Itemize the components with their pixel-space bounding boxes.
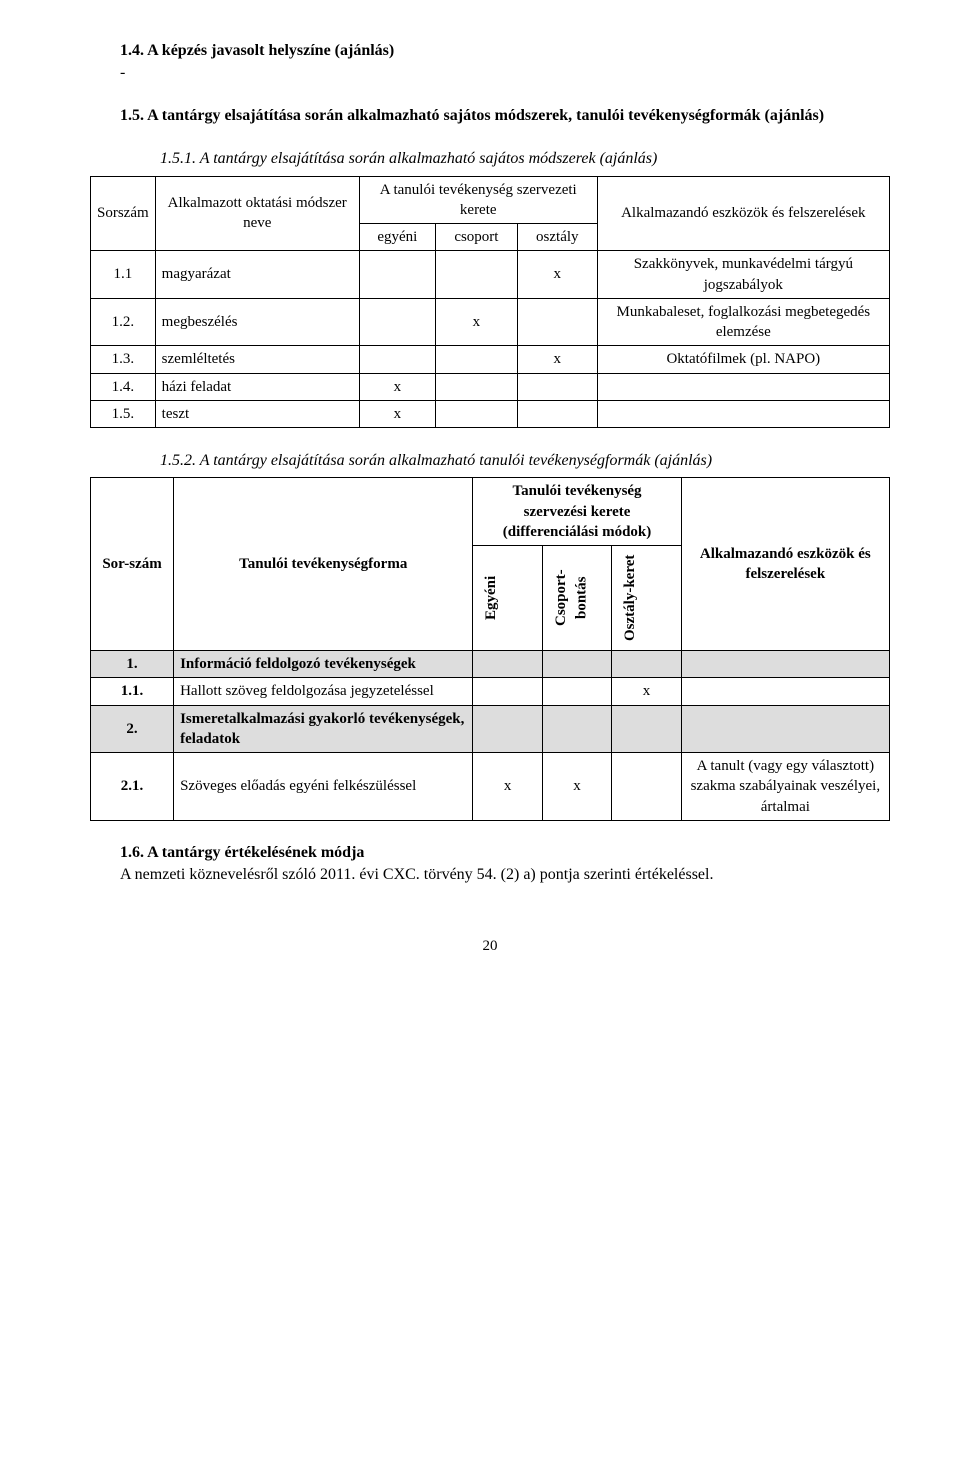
table-cell [473, 678, 542, 705]
table-cell: 1.4. [91, 373, 156, 400]
section-1-4-dash: - [120, 62, 890, 84]
table-cell: A tanult (vagy egy választott) szakma sz… [681, 753, 889, 821]
table-cell [517, 298, 597, 346]
th-csoport: csoport [435, 224, 517, 251]
table-cell: 2. [91, 705, 174, 753]
section-1-6-body: A nemzeti köznevelésről szóló 2011. évi … [120, 864, 890, 886]
th2-kerete: Tanulói tevékenység szervezési kerete (d… [473, 478, 681, 546]
table-cell: Ismeretalkalmazási gyakorló tevékenysége… [174, 705, 473, 753]
table-cell: Szakkönyvek, munkavédelmi tárgyú jogszab… [597, 251, 889, 299]
th-eszkoz: Alkalmazandó eszközök és felszerelések [597, 176, 889, 251]
table-cell: Munkabaleset, foglalkozási megbetegedés … [597, 298, 889, 346]
section-1-5-title: 1.5. A tantárgy elsajátítása során alkal… [120, 105, 890, 127]
table-cell [597, 400, 889, 427]
table-cell [542, 705, 611, 753]
table-cell: 1.5. [91, 400, 156, 427]
table-cell [473, 651, 542, 678]
table-cell [435, 373, 517, 400]
table-cell [681, 678, 889, 705]
table-cell: Oktatófilmek (pl. NAPO) [597, 346, 889, 373]
table-row: 1.Információ feldolgozó tevékenységek [91, 651, 890, 678]
section-1-5-1-title: 1.5.1. A tantárgy elsajátítása során alk… [160, 148, 890, 170]
th-egyeni: egyéni [359, 224, 435, 251]
table-cell: szemléltetés [155, 346, 359, 373]
table-cell: 1. [91, 651, 174, 678]
table-cell: x [612, 678, 681, 705]
th-sorszam: Sorszám [91, 176, 156, 251]
table-row: 1.4.házi feladatx [91, 373, 890, 400]
th2-eszkoz: Alkalmazandó eszközök és felszerelések [681, 478, 889, 651]
table-row: 2.1.Szöveges előadás egyéni felkészüléss… [91, 753, 890, 821]
table-cell [435, 346, 517, 373]
table-cell [542, 651, 611, 678]
table-1-5-2: Sor-szám Tanulói tevékenységforma Tanuló… [90, 477, 890, 821]
table-cell [542, 678, 611, 705]
th2-osztaly: Osztály-keret [618, 549, 642, 647]
th2-egyeni: Egyéni [479, 549, 503, 647]
table-cell: Információ feldolgozó tevékenységek [174, 651, 473, 678]
th2-csoport: Csoport-bontás [549, 549, 594, 647]
table-cell: 1.2. [91, 298, 156, 346]
table-cell [359, 298, 435, 346]
table-row: 2.Ismeretalkalmazási gyakorló tevékenysé… [91, 705, 890, 753]
table-cell: 2.1. [91, 753, 174, 821]
table-cell: magyarázat [155, 251, 359, 299]
table-cell: házi feladat [155, 373, 359, 400]
table-cell [359, 251, 435, 299]
th2-form: Tanulói tevékenységforma [174, 478, 473, 651]
table-cell: 1.3. [91, 346, 156, 373]
table-row: 1.5.tesztx [91, 400, 890, 427]
table-cell [612, 753, 681, 821]
th-osztaly: osztály [517, 224, 597, 251]
section-1-5-2-title: 1.5.2. A tantárgy elsajátítása során alk… [160, 450, 890, 472]
table-cell [435, 251, 517, 299]
table-cell: Szöveges előadás egyéni felkészüléssel [174, 753, 473, 821]
table-cell: megbeszélés [155, 298, 359, 346]
table-row: 1.2.megbeszélés x Munkabaleset, foglalkozá… [91, 298, 890, 346]
table-cell [597, 373, 889, 400]
section-1-4-title: 1.4. A képzés javasolt helyszíne (ajánlá… [120, 40, 890, 62]
table-cell: x [435, 298, 517, 346]
table-cell [681, 705, 889, 753]
section-1-6-title: 1.6. A tantárgy értékelésének módja [120, 842, 890, 864]
table-cell: teszt [155, 400, 359, 427]
th2-sor: Sor-szám [91, 478, 174, 651]
table-cell: 1.1 [91, 251, 156, 299]
table-cell [435, 400, 517, 427]
table-cell [359, 346, 435, 373]
table-row: 1.3.szemléltetés xOktatófilmek (pl. NAPO) [91, 346, 890, 373]
table-cell: x [542, 753, 611, 821]
table-cell: x [517, 346, 597, 373]
table-row: 1.1magyarázat xSzakkönyvek, munkavédelmi … [91, 251, 890, 299]
table-row: 1.1.Hallott szöveg feldolgozása jegyzete… [91, 678, 890, 705]
table-cell: x [359, 400, 435, 427]
table-1-5-1: Sorszám Alkalmazott oktatási módszer nev… [90, 176, 890, 429]
table-cell: 1.1. [91, 678, 174, 705]
table-cell [612, 651, 681, 678]
table-cell: Hallott szöveg feldolgozása jegyzeteléss… [174, 678, 473, 705]
page-number: 20 [90, 936, 890, 956]
table-cell [612, 705, 681, 753]
th-modszer: Alkalmazott oktatási módszer neve [155, 176, 359, 251]
table-cell: x [473, 753, 542, 821]
table-cell: x [517, 251, 597, 299]
table-cell [517, 373, 597, 400]
table-cell: x [359, 373, 435, 400]
th-tev: A tanulói tevékenység szervezeti kerete [359, 176, 597, 224]
table-cell [473, 705, 542, 753]
table-cell [517, 400, 597, 427]
table-cell [681, 651, 889, 678]
